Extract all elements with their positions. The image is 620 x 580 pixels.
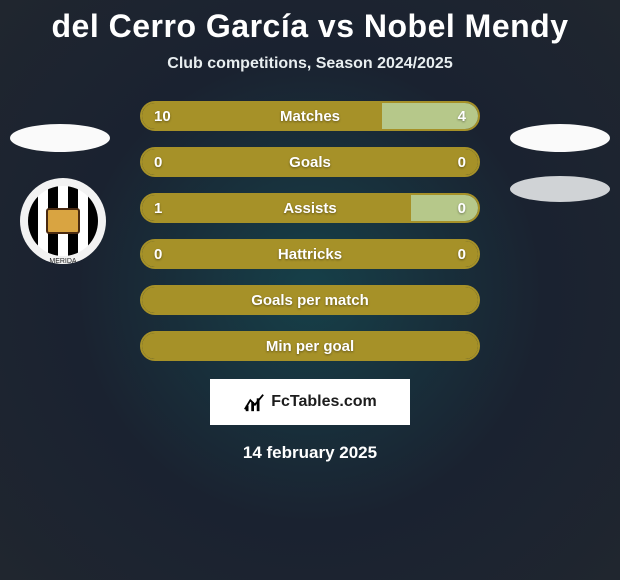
stat-label: Assists (283, 200, 336, 217)
stat-label: Goals (289, 154, 331, 171)
stat-value-left: 10 (154, 108, 171, 125)
stat-fill-left (142, 195, 411, 221)
chart-icon (243, 391, 265, 413)
stat-value-left: 0 (154, 246, 162, 263)
stat-row: 1 0 Assists (140, 193, 480, 223)
stat-value-left: 1 (154, 200, 162, 217)
subtitle: Club competitions, Season 2024/2025 (167, 55, 452, 73)
stat-value-left: 0 (154, 154, 162, 171)
stat-value-right: 0 (458, 154, 466, 171)
stat-value-right: 4 (458, 108, 466, 125)
stat-row: Goals per match (140, 285, 480, 315)
badge-text: MERIDA (20, 257, 106, 264)
stat-row: Min per goal (140, 331, 480, 361)
footer-brand-text: FcTables.com (271, 393, 377, 411)
stat-value-right: 0 (458, 200, 466, 217)
stat-row: 10 4 Matches (140, 101, 480, 131)
player2-avatar-placeholder (510, 124, 610, 152)
stat-value-right: 0 (458, 246, 466, 263)
stat-label: Matches (280, 108, 340, 125)
stat-label: Hattricks (278, 246, 342, 263)
stat-label: Min per goal (266, 338, 354, 355)
stat-label: Goals per match (251, 292, 369, 309)
stat-row: 0 0 Goals (140, 147, 480, 177)
player1-avatar-placeholder (10, 124, 110, 152)
stat-row: 0 0 Hattricks (140, 239, 480, 269)
stat-fill-right (411, 195, 478, 221)
player2-club-placeholder (510, 176, 610, 202)
date-text: 14 february 2025 (243, 443, 377, 463)
player1-club-badge: MERIDA (20, 178, 106, 264)
footer-brand: FcTables.com (210, 379, 410, 425)
comparison-rows: 104Matches00Goals10Assists00HattricksGoa… (140, 101, 480, 361)
stat-fill-left (142, 103, 382, 129)
page-title: del Cerro García vs Nobel Mendy (52, 8, 569, 45)
